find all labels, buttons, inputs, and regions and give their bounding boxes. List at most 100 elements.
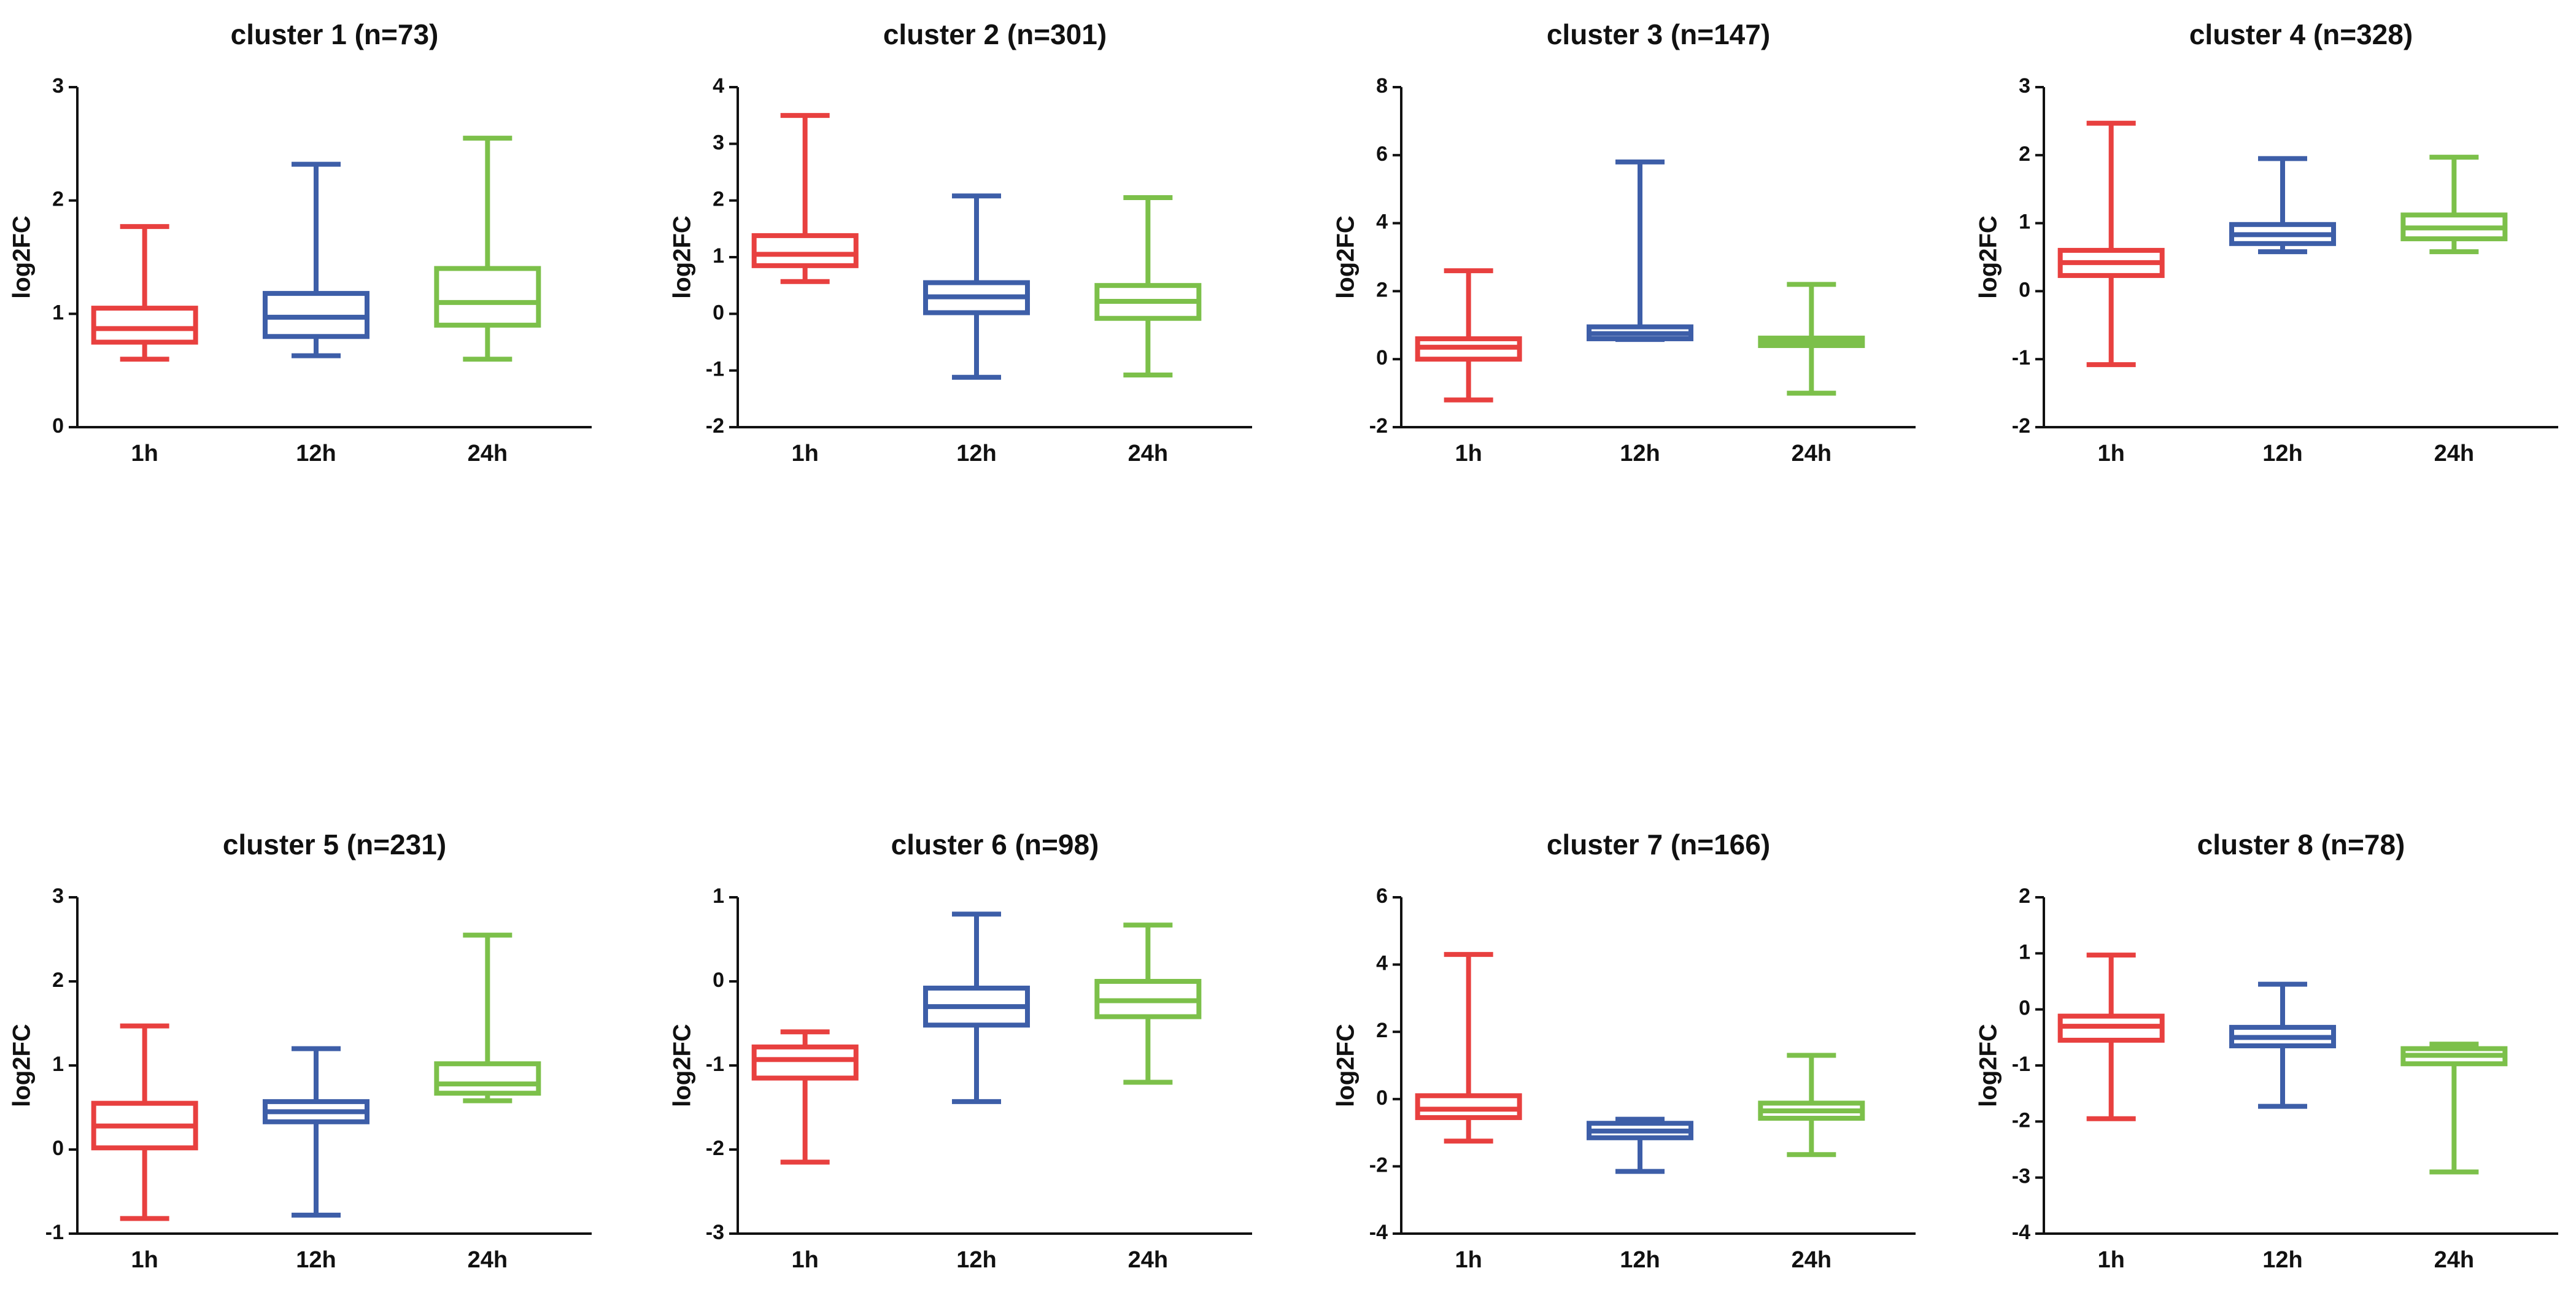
y-tick-label: 6 xyxy=(1376,142,1388,166)
y-axis-label: log2FC xyxy=(1332,215,1360,299)
panel-title: cluster 5 (n=231) xyxy=(223,829,446,860)
x-tick-label: 1h xyxy=(2097,1247,2124,1273)
y-tick-label: 8 xyxy=(1376,74,1388,98)
panel-title: cluster 8 (n=78) xyxy=(2197,829,2405,860)
box-plot-panel: cluster 1 (n=73) log2FC 0 1 2 3 1h 12h 24h xyxy=(9,18,592,466)
y-tick-label: 2 xyxy=(1376,278,1388,301)
x-tick-label: 1h xyxy=(1455,441,1482,466)
x-tick-label: 24h xyxy=(2434,441,2474,466)
y-tick-label: 0 xyxy=(1376,346,1388,369)
x-tick-label: 1h xyxy=(1455,1247,1482,1273)
panel-title: cluster 2 (n=301) xyxy=(883,18,1107,50)
x-tick-label: 1h xyxy=(131,441,158,466)
y-tick-label: -1 xyxy=(2012,1053,2030,1076)
y-tick-label: -2 xyxy=(1369,414,1388,438)
y-tick-label: 2 xyxy=(1376,1019,1388,1042)
x-tick-label: 12h xyxy=(2262,1247,2302,1273)
y-axis-label: log2FC xyxy=(1332,1024,1360,1107)
box-plot-panel: cluster 5 (n=231) log2FC -1 0 1 2 3 1h 12h 24h xyxy=(9,829,592,1273)
x-tick-label: 24h xyxy=(1792,1247,1831,1273)
y-axis-label: log2FC xyxy=(1975,1024,2002,1107)
y-tick-label: -1 xyxy=(706,1053,724,1076)
y-tick-label: -3 xyxy=(706,1221,724,1244)
x-tick-label: 24h xyxy=(1128,1247,1168,1273)
box-plot-panel: cluster 7 (n=166) log2FC -4 -2 0 2 4 6 1h 12h 24h xyxy=(1332,829,1916,1273)
x-tick-label: 12h xyxy=(1620,1247,1660,1273)
y-axis-label: log2FC xyxy=(669,1024,696,1107)
x-tick-label: 24h xyxy=(1128,441,1168,466)
x-tick-label: 12h xyxy=(956,1247,996,1273)
y-axis-label: log2FC xyxy=(9,215,36,299)
panel-title: cluster 7 (n=166) xyxy=(1547,829,1770,860)
x-tick-label: 12h xyxy=(2262,441,2302,466)
x-tick-label: 24h xyxy=(468,1247,508,1273)
x-tick-label: 12h xyxy=(296,1247,336,1273)
y-axis-label: log2FC xyxy=(669,215,696,299)
y-tick-label: -1 xyxy=(2012,346,2030,369)
y-tick-label: 1 xyxy=(713,244,724,268)
box-plot-panel: cluster 4 (n=328) log2FC -2 -1 0 1 2 3 1h 12h 24h xyxy=(1975,18,2558,466)
box-plot-panel: cluster 8 (n=78) log2FC -4 -3 -2 -1 0 1 2 1h 12h 24… xyxy=(1975,829,2558,1273)
x-tick-label: 12h xyxy=(296,441,336,466)
y-tick-label: 4 xyxy=(1376,211,1388,234)
y-tick-label: 0 xyxy=(2019,278,2030,301)
y-tick-label: -1 xyxy=(706,358,724,381)
x-tick-label: 24h xyxy=(1792,441,1831,466)
box-plot-panel: cluster 3 (n=147) log2FC -2 0 2 4 6 8 1h 12h 24h xyxy=(1332,18,1916,466)
panel-title: cluster 3 (n=147) xyxy=(1547,18,1770,50)
y-tick-label: -2 xyxy=(2012,414,2030,438)
y-tick-label: 0 xyxy=(713,301,724,324)
y-tick-label: 3 xyxy=(52,884,64,908)
y-tick-label: 3 xyxy=(2019,74,2030,98)
y-tick-label: 2 xyxy=(2019,884,2030,908)
y-tick-label: 2 xyxy=(52,968,64,992)
y-tick-label: 0 xyxy=(713,968,724,992)
box xyxy=(1415,1093,1522,1120)
y-tick-label: 4 xyxy=(1376,952,1388,975)
y-axis-label: log2FC xyxy=(1975,215,2002,299)
y-tick-label: 3 xyxy=(713,131,724,154)
box xyxy=(91,306,198,345)
y-axis-label: log2FC xyxy=(9,1024,36,1107)
box xyxy=(751,233,859,268)
y-tick-label: 3 xyxy=(52,74,64,98)
y-tick-label: -1 xyxy=(45,1221,64,1244)
panel-title: cluster 4 (n=328) xyxy=(2189,18,2413,50)
box xyxy=(434,1061,541,1096)
x-tick-label: 24h xyxy=(468,441,508,466)
y-tick-label: 6 xyxy=(1376,884,1388,908)
y-tick-label: 1 xyxy=(713,884,724,908)
y-tick-label: 0 xyxy=(52,1137,64,1160)
y-tick-label: 1 xyxy=(52,301,64,324)
x-tick-label: 1h xyxy=(791,441,818,466)
x-tick-label: 1h xyxy=(131,1247,158,1273)
y-tick-label: 2 xyxy=(2019,142,2030,166)
y-tick-label: 1 xyxy=(2019,211,2030,234)
box xyxy=(434,266,541,328)
box xyxy=(751,1044,859,1081)
panel-title: cluster 1 (n=73) xyxy=(231,18,439,50)
y-tick-label: 1 xyxy=(52,1053,64,1076)
box-plot-panel: cluster 6 (n=98) log2FC -3 -2 -1 0 1 1h 12h 24h xyxy=(669,829,1252,1273)
y-tick-label: -2 xyxy=(2012,1108,2030,1132)
x-tick-label: 1h xyxy=(791,1247,818,1273)
y-tick-label: -2 xyxy=(1369,1153,1388,1177)
x-tick-label: 24h xyxy=(2434,1247,2474,1273)
y-tick-label: 0 xyxy=(1376,1086,1388,1110)
y-tick-label: -3 xyxy=(2012,1165,2030,1188)
y-tick-label: 0 xyxy=(2019,997,2030,1020)
box-plot-panel: cluster 2 (n=301) log2FC -2 -1 0 1 2 3 4 1h 12h 24h xyxy=(669,18,1252,466)
y-tick-label: -4 xyxy=(1369,1221,1388,1244)
y-tick-label: -2 xyxy=(706,414,724,438)
x-tick-label: 12h xyxy=(956,441,996,466)
y-tick-label: -4 xyxy=(2012,1221,2030,1244)
y-tick-label: -2 xyxy=(706,1137,724,1160)
panel-title: cluster 6 (n=98) xyxy=(891,829,1099,860)
y-tick-label: 2 xyxy=(713,188,724,211)
x-tick-label: 12h xyxy=(1620,441,1660,466)
y-tick-label: 2 xyxy=(52,188,64,211)
x-tick-label: 1h xyxy=(2097,441,2124,466)
y-tick-label: 4 xyxy=(713,74,724,98)
y-tick-label: 0 xyxy=(52,414,64,438)
